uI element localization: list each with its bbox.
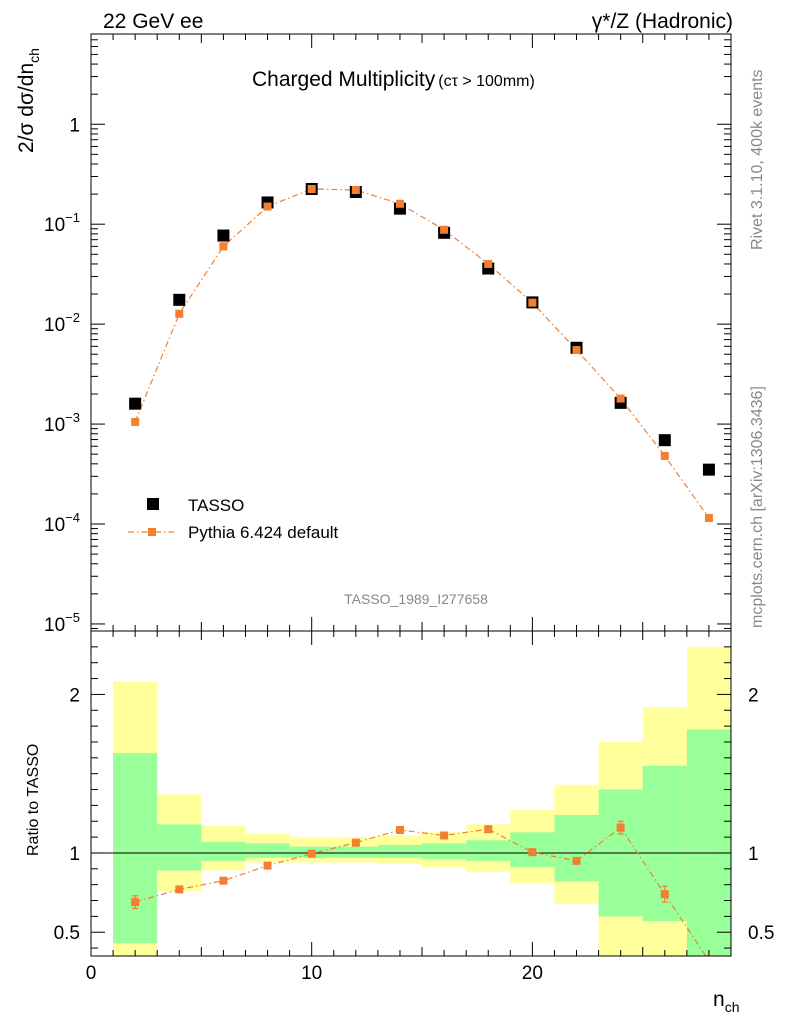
rivet-version-label: Rivet 3.1.10, 400k events [749, 69, 766, 250]
x-tick-labels: 0 10 20 [86, 963, 543, 984]
ratio-data-point [351, 838, 360, 847]
inner-band-bin [201, 841, 246, 861]
tasso-points [129, 182, 715, 476]
main-y-axis-label-sub: ch [26, 48, 42, 63]
pythia-data-point [660, 451, 669, 460]
main-frame [90, 33, 732, 632]
legend-tasso-label: TASSO [188, 496, 244, 515]
pythia-data-point [484, 259, 493, 268]
main-title: Charged Multiplicity (cτ > 100mm) [252, 68, 535, 91]
inner-band-bin [377, 845, 423, 858]
inner-band-bin [554, 814, 599, 882]
ratio-frame [90, 630, 732, 957]
main-y-axis-label: 2/σ dσ/dnch [15, 48, 42, 153]
tasso-data-point [129, 397, 142, 410]
pythia-data-point [307, 184, 316, 193]
pythia-data-point [704, 513, 713, 522]
inner-band-bin [113, 753, 158, 944]
ratio-data-point [219, 876, 228, 885]
main-title-suffix: (cτ > 100mm) [438, 73, 535, 90]
y-tick-label: 1 [69, 115, 80, 136]
ratio-data-point [660, 890, 669, 899]
pythia-points [131, 184, 713, 522]
tasso-data-point [702, 463, 715, 476]
ratio-data-point [616, 823, 625, 832]
mcplots-label: mcplots.cern.ch [arXiv:1306.3436] [749, 386, 766, 628]
inner-band-bin [466, 840, 511, 861]
pythia-data-point [395, 199, 404, 208]
pythia-data-point [351, 185, 360, 194]
x-tick-label: 10 [301, 963, 322, 984]
legend: TASSO Pythia 6.424 default [128, 496, 339, 542]
ratio-y-tick-label-left: 1 [69, 844, 80, 865]
ratio-curve-line [134, 826, 707, 956]
ratio-y-tick-labels: 0.5 0.5 1 1 2 2 [54, 685, 775, 944]
pythia-data-point [528, 298, 537, 307]
inner-band-bin [157, 824, 202, 871]
inner-band-bin [333, 846, 378, 858]
ratio-points [131, 820, 713, 965]
pythia-data-point [263, 202, 272, 211]
y-tick-label: 10−2 [44, 310, 80, 336]
x-axis-label-sub: ch [725, 999, 740, 1015]
ratio-data-point [705, 957, 713, 965]
ratio-curve [134, 826, 707, 956]
inner-band-bin [422, 843, 467, 860]
ratio-plot-panel: 0.5 0.5 1 1 2 2 0 10 20 Ratio to TASSO nch [25, 630, 775, 1015]
inner-band-bin [245, 843, 290, 858]
ratio-axis-ticks [90, 630, 732, 956]
uncertainty-bands [113, 646, 731, 956]
inner-band-bin [686, 729, 731, 956]
ratio-y-tick-label-right: 0.5 [748, 923, 774, 944]
pythia-data-point [440, 225, 449, 234]
pythia-data-point [175, 309, 184, 318]
ratio-data-point [528, 848, 537, 857]
tasso-data-point [658, 434, 671, 447]
pythia-curve [134, 188, 710, 519]
ratio-y-tick-label-left: 0.5 [54, 923, 80, 944]
ratio-data-point [131, 898, 140, 907]
legend-pythia-label: Pythia 6.424 default [188, 523, 339, 542]
tasso-data-point [217, 229, 230, 242]
y-tick-label: 10−1 [44, 210, 80, 236]
header-right-label: γ*/Z (Hadronic) [592, 10, 733, 33]
tasso-data-point [173, 293, 186, 306]
ratio-y-tick-label-left: 2 [69, 685, 80, 706]
ratio-y-axis-label: Ratio to TASSO [25, 744, 42, 856]
ratio-y-tick-label-right: 2 [748, 685, 759, 706]
pythia-data-point [616, 394, 625, 403]
pythia-data-point [131, 417, 140, 426]
x-tick-label: 0 [86, 963, 97, 984]
watermark-label: TASSO_1989_I277658 [344, 591, 488, 607]
y-tick-label: 10−4 [44, 510, 80, 536]
ratio-data-point [307, 849, 316, 858]
ratio-data-point [572, 856, 581, 865]
main-plot-panel: 10−5 10−4 10−3 10−2 10−1 1 Charged Multiplici… [15, 33, 732, 636]
ratio-data-point [440, 831, 449, 840]
pythia-curve-line [134, 188, 710, 519]
ratio-data-point [263, 861, 272, 870]
y-tick-label: 10−5 [44, 610, 80, 636]
x-tick-label: 20 [522, 963, 543, 984]
header-left-label: 22 GeV ee [103, 10, 203, 33]
x-axis-label: nch [713, 988, 739, 1015]
legend-pythia-marker [148, 528, 156, 536]
main-y-tick-labels: 10−5 10−4 10−3 10−2 10−1 1 [44, 115, 80, 636]
pythia-data-point [219, 242, 228, 251]
ratio-data-point [484, 825, 493, 834]
main-axis-ticks [90, 33, 732, 631]
ratio-data-point [395, 825, 404, 834]
legend-tasso-marker [147, 498, 159, 510]
y-tick-label: 10−3 [44, 410, 80, 436]
ratio-data-point [175, 885, 184, 894]
ratio-y-tick-label-right: 1 [748, 844, 759, 865]
pythia-data-point [572, 346, 581, 355]
